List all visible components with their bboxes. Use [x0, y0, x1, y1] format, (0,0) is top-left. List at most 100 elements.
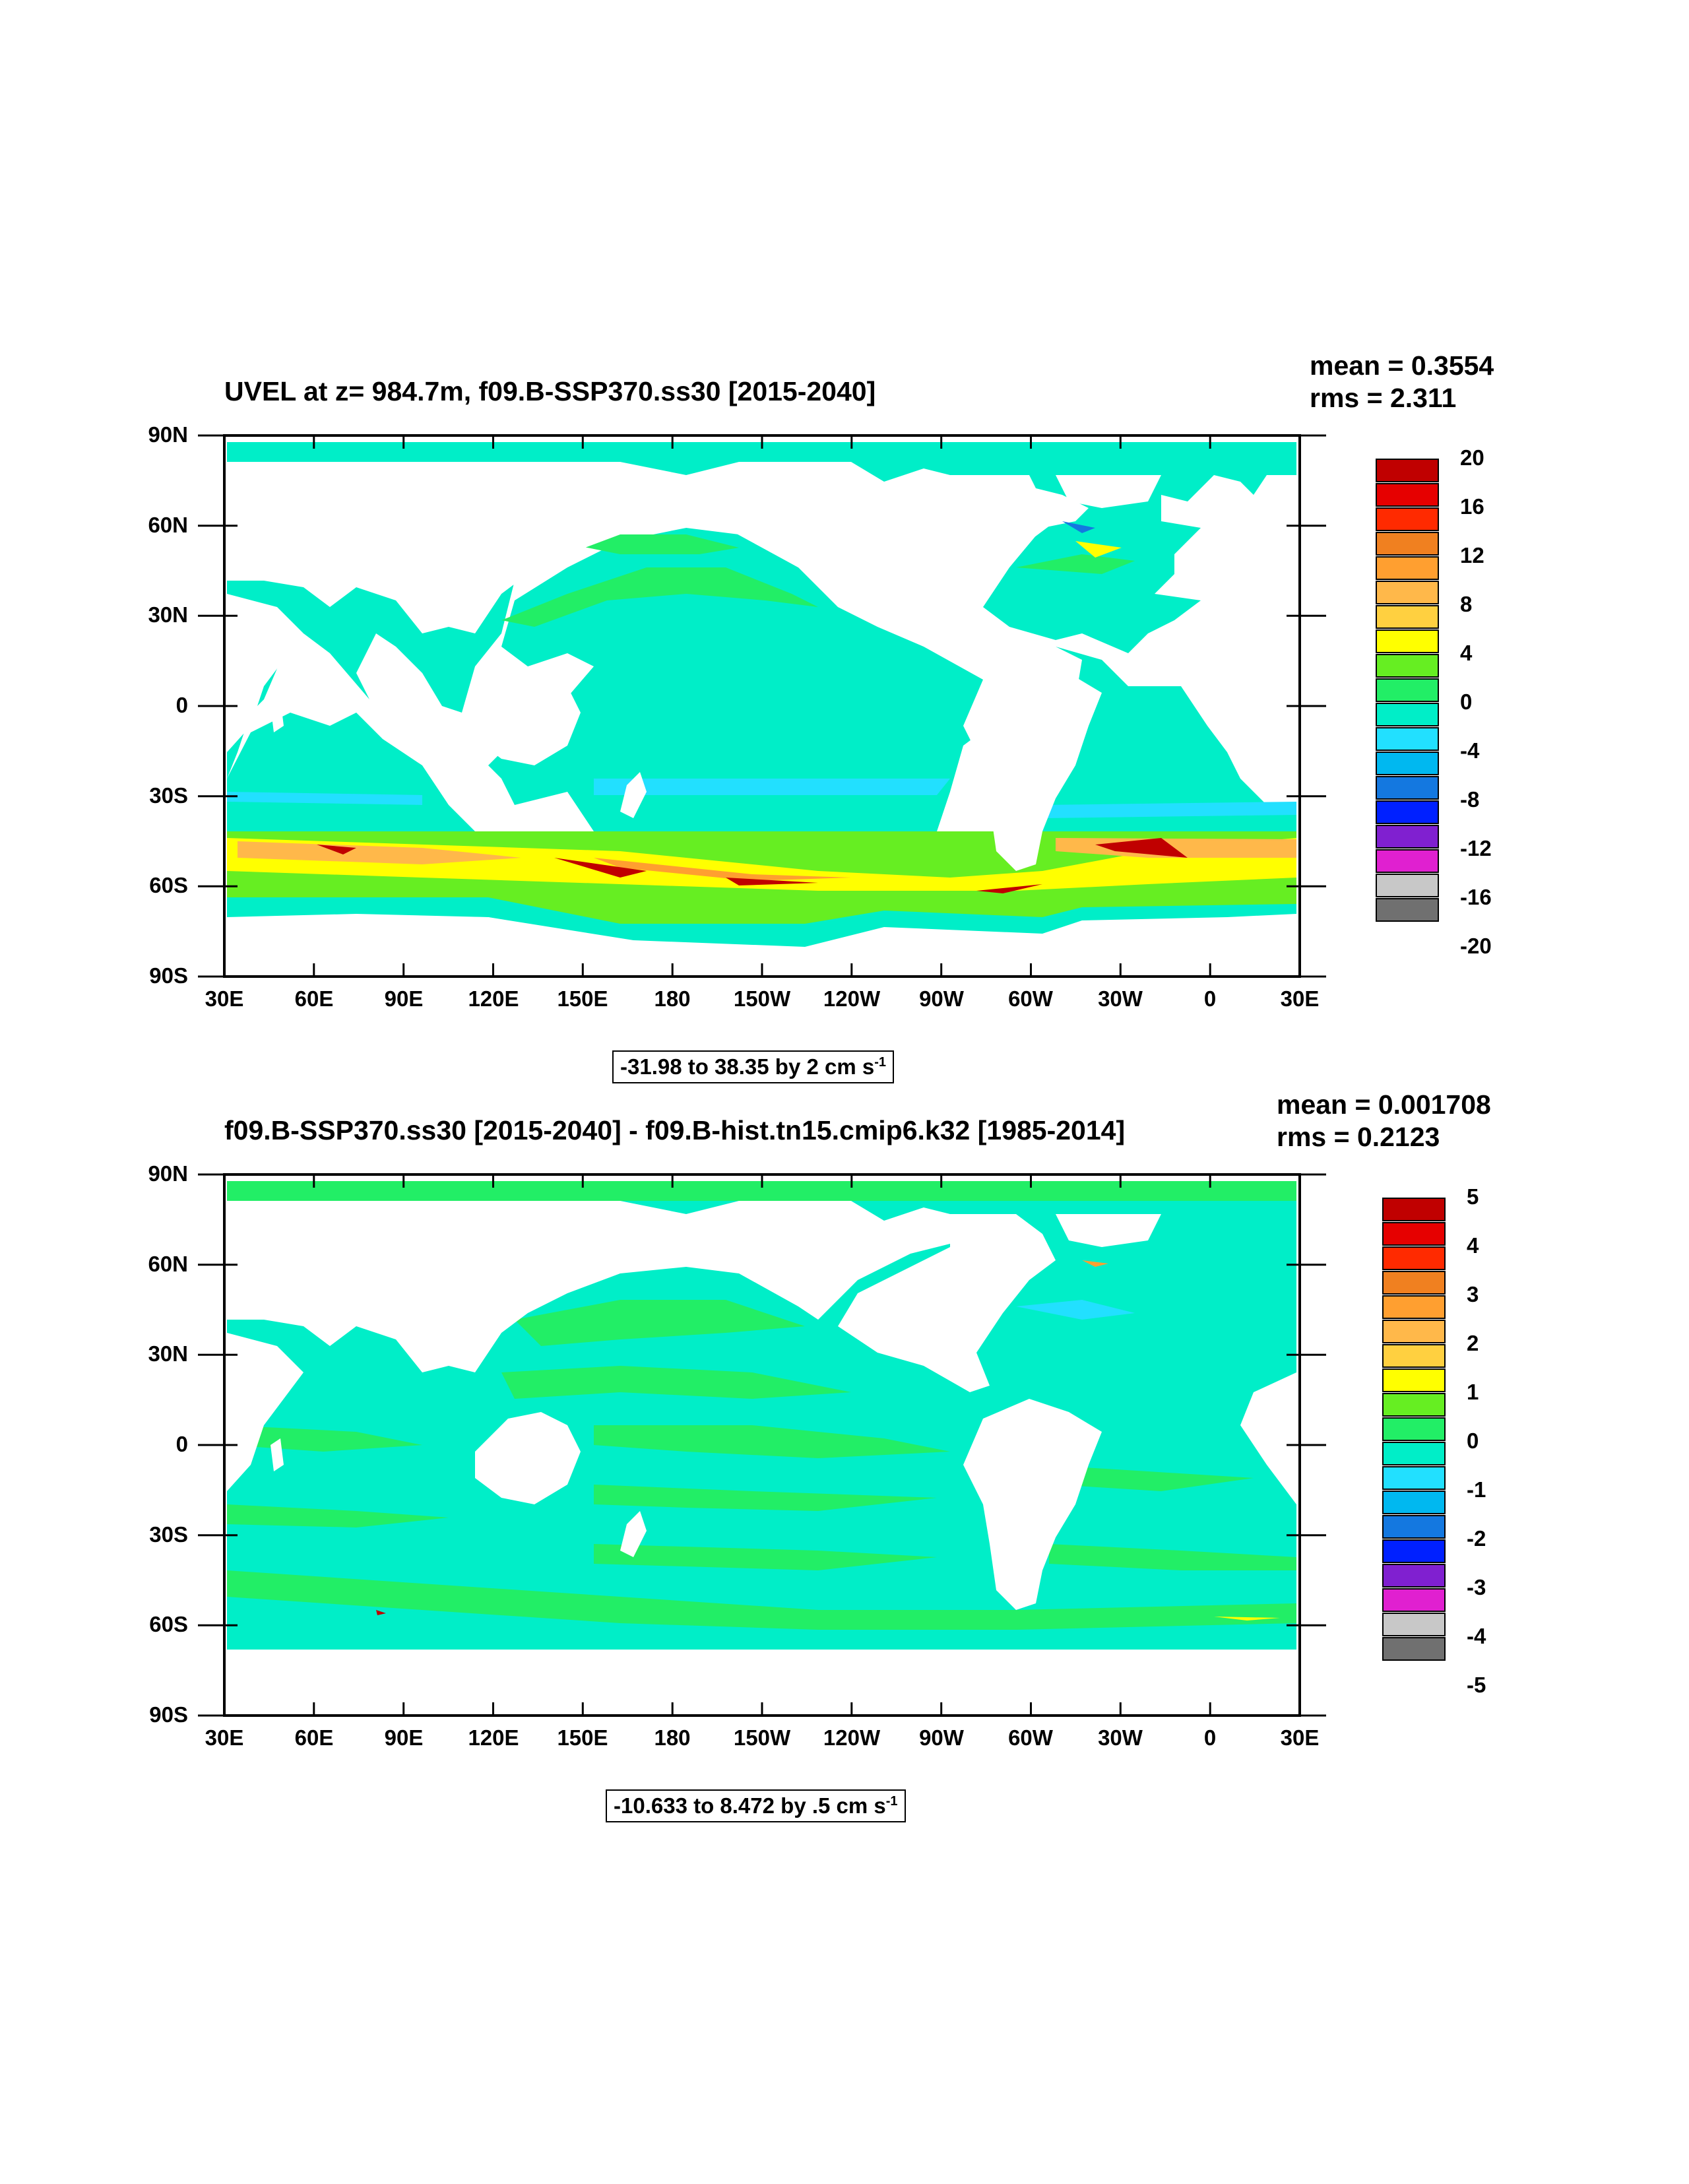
- rms-label: rms = 0.2123: [1277, 1122, 1440, 1152]
- band-green: [1016, 554, 1135, 574]
- rms-label: rms = 2.311: [1310, 383, 1457, 413]
- colorbar-label: -12: [1460, 836, 1492, 860]
- arctic-strip: [227, 443, 1296, 459]
- colorbar-swatch: [1382, 1344, 1446, 1368]
- north-america-land: [838, 475, 1056, 653]
- colorbar-label: 4: [1467, 1233, 1479, 1258]
- greenland-land: [1056, 1214, 1161, 1247]
- colorbar-label: -16: [1460, 885, 1492, 909]
- lat-label: 60N: [148, 1252, 188, 1276]
- colorbar-swatch: [1376, 605, 1439, 629]
- lon-label: 150E: [557, 1725, 608, 1750]
- colorbar-swatch: [1376, 849, 1439, 873]
- lat-label: 60N: [148, 513, 188, 537]
- eurasia-land: [227, 462, 963, 633]
- colorbar-swatch: [1382, 1222, 1446, 1246]
- colorbar-label: 20: [1460, 445, 1484, 470]
- stats-block: mean = 0.001708 rms = 0.2123: [1277, 1089, 1491, 1153]
- colorbar-swatch: [1376, 483, 1439, 507]
- lon-label: 120W: [823, 986, 881, 1011]
- lat-label: 30S: [149, 1522, 188, 1547]
- lat-label: 30N: [148, 602, 188, 627]
- colorbar-label: 0: [1467, 1429, 1479, 1453]
- colorbar-swatch: [1376, 800, 1439, 824]
- colorbar-swatch: [1382, 1564, 1446, 1588]
- madagascar-land: [271, 699, 284, 732]
- colorbar-swatch: [1376, 556, 1439, 580]
- unit-exponent: -1: [874, 1055, 887, 1070]
- band-green: [1049, 1544, 1296, 1570]
- lon-label: 150W: [733, 1725, 791, 1750]
- band-lightblue: [1016, 1300, 1135, 1320]
- panel-title: f09.B-SSP370.ss30 [2015-2040] - f09.B-hi…: [224, 1115, 1126, 1145]
- lon-label: 90E: [384, 1725, 424, 1750]
- panel-title: UVEL at z= 984.7m, f09.B-SSP370.ss30 [20…: [224, 376, 876, 406]
- colorbar-swatch: [1376, 507, 1439, 531]
- band-lightblue: [1042, 802, 1296, 818]
- tick-marks: [223, 1173, 1301, 1717]
- colorbar-label: 16: [1460, 494, 1484, 519]
- contour-info-text: -31.98 to 38.35 by 2 cm s: [620, 1054, 875, 1079]
- lat-label: 90N: [148, 1161, 188, 1186]
- stats-block: mean = 0.3554 rms = 2.311: [1310, 350, 1494, 414]
- band-green: [594, 1425, 950, 1458]
- ocean-field-indian: [227, 713, 475, 831]
- colorbar-label: -5: [1467, 1673, 1486, 1697]
- lon-label: 60E: [294, 1725, 334, 1750]
- southern-belt-orange: [594, 858, 851, 881]
- band-lightblue: [227, 792, 422, 805]
- southern-belt-red: [317, 838, 1188, 893]
- contour-info-box: -10.633 to 8.472 by .5 cm s-1: [606, 1789, 906, 1822]
- north-atlantic-feature: [1062, 521, 1095, 533]
- lon-label: 30E: [1280, 986, 1320, 1011]
- lat-label: 90N: [148, 422, 188, 447]
- hotspot-yellow: [1214, 1617, 1280, 1621]
- band-green: [501, 567, 818, 627]
- colorbar-swatch: [1382, 1515, 1446, 1539]
- colorbar-swatch: [1382, 1295, 1446, 1319]
- lon-label: 90W: [919, 1725, 964, 1750]
- colorbar-swatch: [1376, 703, 1439, 726]
- tick-marks: [223, 434, 1301, 978]
- ocean-field-pacific: [488, 528, 1003, 831]
- lon-label: 180: [654, 1725, 691, 1750]
- map-frame: 90N 60N 30N 0 30S 60S 90S 30E 60E 90E 12…: [148, 1161, 1326, 1750]
- colorbar: 5 4 3 2 1 0 -1 -2 -3 -4 -5: [1382, 1184, 1541, 1697]
- africa-land-east: [1240, 633, 1296, 765]
- colorbar-label: 5: [1467, 1184, 1479, 1209]
- colorbar-label: 0: [1460, 690, 1473, 714]
- colorbar-swatch: [1376, 874, 1439, 897]
- antarctica-land: [227, 1653, 1296, 1716]
- lon-label: 90W: [919, 986, 964, 1011]
- colorbar-swatch: [1376, 776, 1439, 800]
- lon-label: 120E: [468, 986, 519, 1011]
- colorbar-swatch: [1382, 1637, 1446, 1661]
- mean-label: mean = 0.3554: [1310, 350, 1494, 381]
- colorbar-swatch: [1376, 898, 1439, 922]
- mean-label: mean = 0.001708: [1277, 1089, 1491, 1120]
- lon-label: 180: [654, 986, 691, 1011]
- south-america-land: [963, 1399, 1102, 1610]
- colorbar-swatch: [1382, 1588, 1446, 1612]
- new-zealand-land: [620, 1511, 647, 1557]
- map-frame: 90N 60N 30N 0 30S 60S 90S 30E 60E 90E 12…: [148, 422, 1326, 1011]
- lat-label: 60S: [149, 873, 188, 897]
- contour-info-box: -31.98 to 38.35 by 2 cm s-1: [612, 1050, 895, 1083]
- southern-belt-orange: [238, 841, 521, 864]
- colorbar-label: 12: [1460, 543, 1484, 567]
- lon-label: 0: [1203, 986, 1217, 1011]
- lon-label: 30W: [1098, 986, 1143, 1011]
- lon-label: 60W: [1008, 986, 1053, 1011]
- map-panel-2: f09.B-SSP370.ss30 [2015-2040] - f09.B-hi…: [0, 1082, 1689, 1822]
- lat-label: 90S: [149, 963, 188, 988]
- colorbar-swatch: [1382, 1539, 1446, 1563]
- australia-land: [475, 1412, 581, 1504]
- lat-label: 60S: [149, 1612, 188, 1636]
- colorbar-swatch: [1376, 459, 1439, 482]
- africa-land-east: [1240, 1372, 1296, 1504]
- band-green: [501, 1366, 851, 1399]
- madagascar-land: [271, 1438, 284, 1471]
- contour-info-text: -10.633 to 8.472 by .5 cm s: [614, 1793, 886, 1818]
- lon-label: 120W: [823, 1725, 881, 1750]
- band-green: [227, 1504, 449, 1527]
